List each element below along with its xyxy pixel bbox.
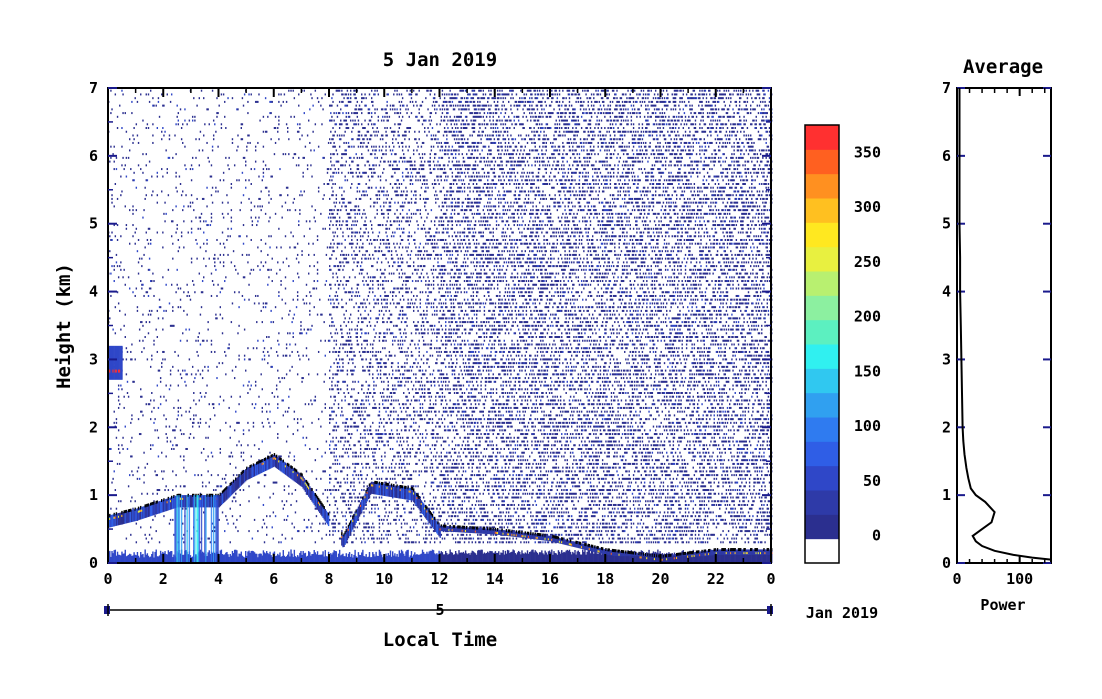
colorbar-swatch [805,173,839,199]
colorbar-swatch [805,295,839,321]
colorbar-swatch [805,222,839,248]
average-title: Average [963,56,1043,78]
y-tick-label: 3 [89,350,98,368]
avg-y-tick-label: 2 [942,418,951,436]
colorbar-tick-label: 350 [854,143,881,161]
average-frame [956,87,1052,564]
y-tick-label: 6 [89,147,98,165]
colorbar-swatch [805,392,839,418]
x-tick-label: 18 [596,570,614,588]
colorbar-swatch [805,246,839,272]
colorbar: 0 50 100 150 200 250 300 350 [804,124,881,564]
colorbar-tick-label: 50 [863,472,881,490]
colorbar-swatch [805,417,839,442]
y-tick-label: 2 [89,418,98,436]
date-bar-month: Jan 2019 [806,604,878,622]
date-bar-day: 5 [435,601,444,619]
colorbar-tick-label: 250 [854,253,881,271]
colorbar-swatch [805,514,839,540]
x-tick-label: 14 [486,570,504,588]
colorbar-swatch [805,271,839,296]
heatmap-cells [108,89,773,563]
avg-y-tick-label: 7 [942,79,951,97]
y-tick-label: 4 [89,283,98,301]
colorbar-swatch [805,344,839,369]
colorbar-tick-label: 0 [872,527,881,545]
average-panel: Average 0 1 2 3 4 5 6 7 0 100 Power [942,56,1052,614]
avg-y-tick-label: 4 [942,283,951,301]
colorbar-swatch [805,490,839,515]
heatmap-ylabel: Height (km) [53,263,75,389]
x-tick-label: 2 [159,570,168,588]
colorbar-swatch [805,368,839,394]
x-tick-label: 16 [541,570,559,588]
colorbar-tick-label: 150 [854,362,881,380]
avg-x-tick-label: 100 [1006,570,1033,588]
avg-y-tick-label: 0 [942,554,951,572]
avg-x-tick-label: 0 [952,570,961,588]
heatmap-title: 5 Jan 2019 [383,49,497,71]
average-axes: 0 1 2 3 4 5 6 7 0 100 [942,79,1051,588]
colorbar-tick-label: 300 [854,198,881,216]
x-tick-label: 6 [269,570,278,588]
date-bar: 5 Jan 2019 [104,601,878,622]
colorbar-tick-label: 100 [854,417,881,435]
x-tick-label: 0 [766,570,775,588]
avg-y-tick-label: 1 [942,486,951,504]
avg-y-tick-label: 5 [942,215,951,233]
colorbar-swatch [805,125,839,150]
x-tick-label: 4 [214,570,223,588]
average-xlabel: Power [980,596,1025,614]
x-tick-label: 20 [651,570,669,588]
y-tick-label: 5 [89,215,98,233]
colorbar-swatch [805,441,839,467]
y-tick-label: 0 [89,554,98,572]
heatmap-panel: 5 Jan 2019 0 2 4 6 8 10 12 14 16 18 20 22 001234567 … [53,49,878,651]
x-tick-label: 8 [324,570,333,588]
x-tick-label: 10 [375,570,393,588]
y-tick-label: 1 [89,486,98,504]
colorbar-swatch [805,538,839,564]
avg-y-tick-label: 6 [942,147,951,165]
x-tick-label: 12 [430,570,448,588]
average-profile-line [958,88,1052,561]
x-tick-label: 22 [707,570,725,588]
y-tick-label: 7 [89,79,98,97]
x-tick-label: 0 [103,570,112,588]
avg-y-tick-label: 3 [942,350,951,368]
colorbar-swatch [805,198,839,223]
colorbar-swatch [805,319,839,345]
colorbar-swatch [805,465,839,491]
colorbar-swatch [805,149,839,175]
colorbar-tick-label: 200 [854,308,881,326]
heatmap-xlabel: Local Time [383,629,497,651]
